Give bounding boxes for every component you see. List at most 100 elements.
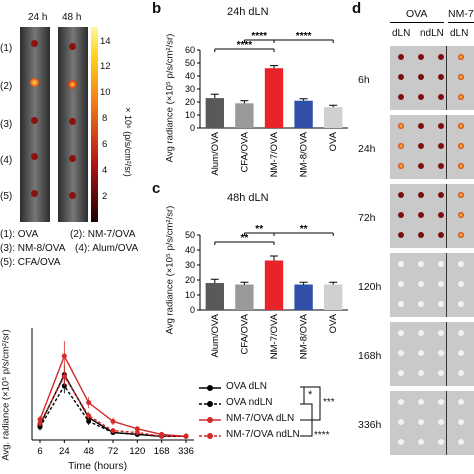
x-tick-label: 120 (129, 446, 145, 457)
colorbar-tick: 2 (102, 191, 108, 202)
lymph-node-spot (418, 123, 424, 129)
y-tick-label: 10 (185, 110, 195, 120)
data-point (110, 418, 116, 424)
sub-label-dln: dLN (392, 28, 411, 39)
colorbar-tick: 4 (102, 165, 108, 176)
x-tick-label: NM-7/OVA (269, 131, 280, 177)
sub-label-ndln: ndLN (420, 28, 444, 39)
signal-spot (31, 40, 38, 47)
lymph-node-spot (458, 74, 464, 80)
lymph-node-spot (458, 399, 464, 405)
y-tick-label: 60 (185, 45, 195, 55)
data-point (37, 420, 43, 426)
time-label-48h: 48 h (62, 12, 82, 23)
lymph-node-spot (398, 330, 404, 336)
x-tick-label: 72 (108, 446, 119, 457)
x-tick-label: NM-7/OVA (269, 313, 280, 359)
lymph-node-spot (438, 281, 444, 287)
lymph-node-spot (438, 261, 444, 267)
data-point (134, 426, 140, 432)
group-label-ova: OVA (406, 8, 428, 20)
panel-c-title: 48h dLN (227, 192, 269, 204)
lymph-node-spot (438, 212, 444, 218)
data-point (86, 400, 92, 406)
legend-marker-nm7-ndln (199, 433, 221, 439)
sig-stars: ** (241, 233, 249, 244)
lymph-node-spot (398, 143, 404, 149)
lymph-node-spot (438, 163, 444, 169)
lymph-node-row (390, 46, 474, 110)
legend-sig-brackets (300, 386, 321, 437)
x-tick-label: Alum/OVA (210, 313, 221, 357)
signal-spot (68, 80, 77, 89)
y-tick-label: 0 (190, 123, 195, 133)
bar (264, 68, 284, 128)
signal-spot (31, 153, 38, 160)
panel-c-letter: c (152, 180, 161, 197)
legend-nm8: (3): NM-8/OVA (0, 243, 66, 254)
colorbar-tick: 14 (100, 36, 111, 47)
signal-spot (69, 192, 76, 199)
time-point-label: 24h (358, 143, 376, 155)
lymph-node-spot (458, 370, 464, 376)
data-point (183, 433, 189, 439)
image-divider (446, 253, 447, 317)
y-tick-label: 20 (185, 275, 195, 285)
lymph-node-spot (418, 143, 424, 149)
legend-ova: (1): OVA (0, 229, 39, 240)
lymph-node-spot (418, 301, 424, 307)
group-divider (448, 22, 474, 23)
lymph-node-spot (458, 123, 464, 129)
sig-stars: **** (237, 40, 253, 51)
signal-spot (69, 118, 76, 125)
lymph-node-spot (418, 419, 424, 425)
image-divider (446, 322, 447, 386)
row-label-2: (2) (0, 81, 13, 92)
legend-alum: (4): Alum/OVA (75, 243, 139, 254)
group-divider (390, 22, 444, 23)
row-label-3: (3) (0, 119, 13, 130)
bar (324, 107, 343, 128)
lymph-node-spot (438, 54, 444, 60)
lymph-node-spot (418, 163, 424, 169)
colorbar (91, 27, 98, 222)
legend-cfa: (5): CFA/OVA (0, 257, 61, 268)
lymph-node-spot (438, 370, 444, 376)
lymph-node-spot (458, 301, 464, 307)
lymph-node-spot (398, 301, 404, 307)
data-point (61, 374, 67, 380)
lymph-node-spot (398, 192, 404, 198)
sig-stars: ** (300, 224, 308, 235)
lymph-node-spot (398, 439, 404, 445)
signal-spot (31, 117, 38, 124)
y-tick-label: 50 (185, 58, 195, 68)
data-point (61, 353, 67, 359)
legend-marker-ova-dln (199, 385, 221, 391)
lymph-node-spot (438, 399, 444, 405)
lymph-node-spot (458, 350, 464, 356)
legend-nm7-ndln: NM-7/OVA ndLN (226, 429, 300, 440)
lymph-node-spot (398, 74, 404, 80)
x-tick-label: 336 (178, 446, 194, 457)
lymph-node-spot (398, 350, 404, 356)
group-label-nm7: NM-7 (448, 8, 474, 20)
lymph-node-spot (438, 94, 444, 100)
sig-stars: **** (296, 31, 312, 42)
colorbar-tick: 12 (100, 61, 111, 72)
timecourse-legend: OVA dLN OVA ndLN NM-7/OVA dLN NM-7/OVA n… (198, 380, 348, 450)
lymph-node-row (390, 184, 474, 248)
lymph-node-spot (438, 143, 444, 149)
y-tick-label: 30 (185, 84, 195, 94)
row-label-1: (1) (0, 43, 13, 54)
colorbar-tick: 10 (100, 87, 111, 98)
sig-star: * (308, 389, 313, 401)
bar (205, 98, 224, 128)
bar (324, 284, 343, 310)
lymph-node-spot (398, 370, 404, 376)
mouse-image-24h (20, 27, 50, 222)
sig-star: **** (314, 430, 330, 441)
lymph-node-spot (438, 350, 444, 356)
sig-star: *** (323, 397, 335, 408)
lymph-node-spot (418, 54, 424, 60)
panel-b-title: 24h dLN (227, 6, 269, 18)
